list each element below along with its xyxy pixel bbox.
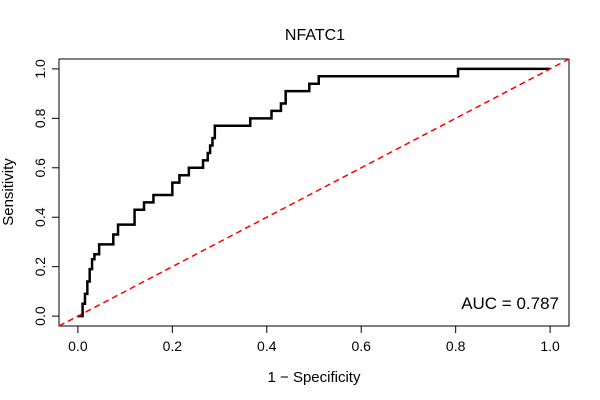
x-tick-label: 0.0 [68, 338, 88, 354]
reference-diagonal-line [58, 58, 570, 327]
series-layer [58, 58, 570, 327]
auc-annotation: AUC = 0.787 [461, 294, 559, 313]
y-tick-label: 0.8 [32, 108, 48, 128]
y-axis-title: Sensitivity [0, 158, 17, 226]
plot-frame [58, 58, 570, 327]
y-tick-label: 0.6 [32, 158, 48, 178]
x-tick-label: 1.0 [540, 338, 560, 354]
x-axis: 0.0 0.2 0.4 0.6 0.8 1.0 [68, 325, 560, 354]
x-tick-label: 0.2 [163, 338, 183, 354]
x-tick-label: 0.8 [446, 338, 466, 354]
y-axis: 0.0 0.2 0.4 0.6 0.8 1.0 [32, 59, 60, 326]
x-tick-label: 0.4 [257, 338, 277, 354]
y-tick-label: 0.2 [32, 257, 48, 277]
roc-curve-line [77, 67, 551, 318]
y-tick-label: 0.4 [32, 207, 48, 227]
x-tick-label: 0.6 [351, 338, 371, 354]
y-tick-label: 1.0 [32, 59, 48, 79]
chart-title: NFATC1 [285, 27, 345, 44]
y-tick-label: 0.0 [32, 306, 48, 326]
x-axis-title: 1 − Specificity [268, 369, 361, 386]
